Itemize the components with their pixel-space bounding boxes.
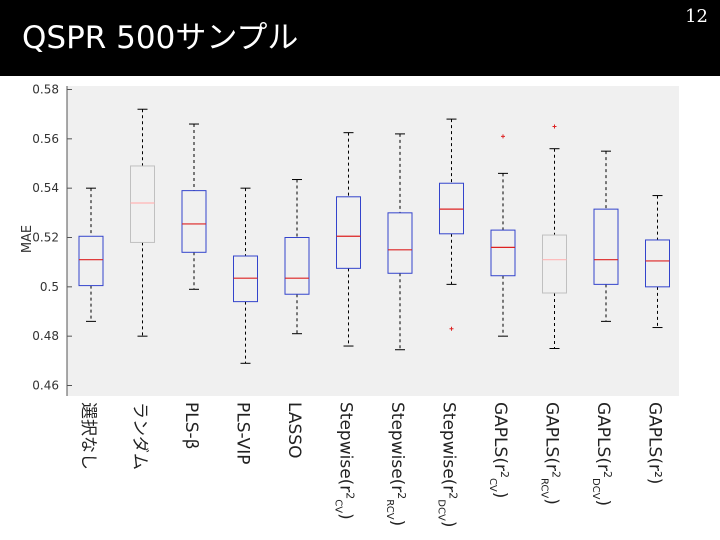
category-label: ランダム xyxy=(130,402,150,470)
slide-header: QSPR 500サンプル 12 xyxy=(0,0,720,76)
box xyxy=(336,196,361,269)
box xyxy=(645,239,670,288)
category-label: GAPLS(r2CV) xyxy=(487,402,511,498)
box xyxy=(593,208,619,285)
y-tick-label: 0.56 xyxy=(32,132,59,146)
category-label: PLS-VIP xyxy=(233,402,253,465)
y-axis-label: MAE xyxy=(20,225,35,253)
box xyxy=(490,229,516,277)
category-label: GAPLS(r2RCV) xyxy=(539,402,563,505)
y-tick-label: 0.46 xyxy=(32,379,59,393)
box xyxy=(233,255,258,303)
y-tick-label: 0.58 xyxy=(32,83,59,97)
category-label: PLS-β xyxy=(181,402,201,450)
category-label: Stepwise(r2CV) xyxy=(333,402,357,520)
category-label: 選択なし xyxy=(78,402,98,470)
box xyxy=(387,212,413,274)
box xyxy=(78,235,104,287)
page-number: 12 xyxy=(685,6,708,27)
category-label: LASSO xyxy=(284,402,304,458)
box xyxy=(439,182,464,235)
category-label: GAPLS(r²) xyxy=(645,402,665,484)
slide-title: QSPR 500サンプル xyxy=(22,20,299,56)
category-label: Stepwise(r2DCV) xyxy=(436,402,460,527)
y-tick-label: 0.54 xyxy=(32,181,59,195)
y-tick-label: 0.48 xyxy=(32,329,59,343)
y-tick-label: 0.52 xyxy=(32,231,59,245)
box xyxy=(181,190,207,253)
category-label: GAPLS(r2DCV) xyxy=(590,402,614,506)
category-label: Stepwise(r2RCV) xyxy=(384,402,408,526)
box xyxy=(284,237,310,295)
y-tick-label: 0.5 xyxy=(40,280,59,294)
plot-background xyxy=(67,86,679,396)
box xyxy=(542,234,567,294)
box xyxy=(130,165,155,243)
